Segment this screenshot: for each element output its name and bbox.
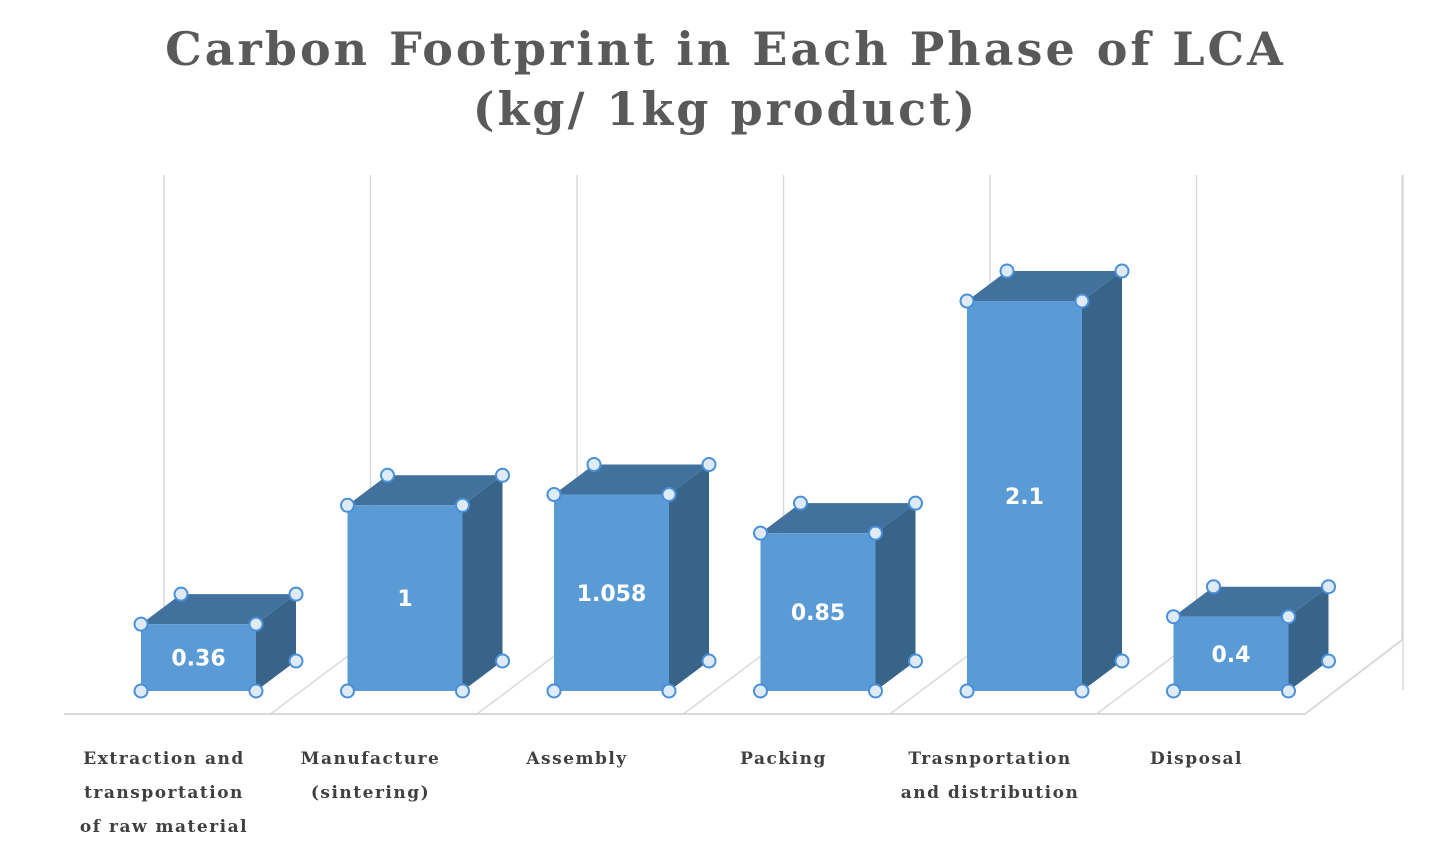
selection-handle [133, 683, 149, 699]
bar [141, 624, 256, 691]
selection-handle [248, 683, 264, 699]
bar [967, 301, 1082, 691]
selection-handle [1166, 609, 1181, 625]
selection-handle [868, 525, 883, 541]
selection-handle [288, 653, 304, 669]
data-label: 1 [397, 587, 412, 612]
selection-handle [1281, 683, 1296, 699]
selection-handle [908, 653, 923, 669]
selection-handle [753, 525, 768, 541]
bar-top [141, 594, 296, 625]
selection-handle [546, 487, 562, 503]
selection-handle [248, 616, 264, 632]
selection-handle [1114, 263, 1130, 279]
selection-handle [288, 586, 304, 602]
bar [1173, 616, 1289, 691]
bar [554, 494, 669, 691]
category-label: Manufacture [301, 749, 441, 769]
bar-side [1288, 586, 1329, 691]
selection-handle [999, 263, 1015, 279]
category-label: (sintering) [311, 783, 430, 803]
data-label: 0.85 [791, 601, 845, 626]
selection-handle [340, 683, 355, 699]
selection-handle [959, 683, 975, 699]
data-label: 1.058 [577, 582, 647, 607]
selection-handle [959, 293, 975, 309]
category-label: of raw material [80, 817, 248, 837]
selection-handle [701, 653, 717, 669]
selection-handle [661, 683, 677, 699]
data-label: 2.1 [1005, 485, 1044, 510]
selection-handle [868, 683, 883, 699]
chart-title-line-1: Carbon Footprint in Each Phase of LCA [165, 22, 1286, 76]
bar-side [875, 503, 916, 691]
selection-handle [455, 683, 470, 699]
data-label: 0.36 [171, 647, 225, 672]
selection-handle [701, 457, 717, 473]
selection-handle [340, 497, 355, 513]
bar-side [462, 475, 503, 691]
selection-handle [495, 653, 510, 669]
selection-handle [586, 457, 602, 473]
selection-handle [133, 616, 149, 632]
selection-handle [173, 586, 189, 602]
chart-title-line-2: (kg/ 1kg product) [472, 82, 979, 136]
category-label: Packing [740, 749, 827, 769]
category-label: transportation [84, 783, 244, 803]
selection-handle [1114, 653, 1130, 669]
selection-handle [1321, 579, 1336, 595]
category-label: Trasnportation [908, 749, 1071, 769]
selection-handle [1074, 683, 1090, 699]
selection-handle [661, 487, 677, 503]
bar-top [760, 503, 916, 534]
bar-top [1173, 586, 1329, 617]
selection-handle [1321, 653, 1336, 669]
category-label: and distribution [901, 783, 1080, 803]
category-label: Assembly [525, 749, 627, 769]
selection-handle [1206, 579, 1221, 595]
selection-handle [455, 497, 470, 513]
selection-handle [753, 683, 768, 699]
category-label: Disposal [1150, 749, 1243, 769]
selection-handle [1166, 683, 1181, 699]
bar-top [347, 475, 503, 506]
selection-handle [908, 495, 923, 511]
bar-side [669, 464, 709, 691]
data-label: 0.4 [1212, 643, 1251, 668]
bar [760, 533, 876, 691]
bar [347, 505, 463, 691]
bar-side [256, 594, 296, 691]
selection-handle [1281, 609, 1296, 625]
selection-handle [1074, 293, 1090, 309]
bar-top [554, 464, 709, 495]
selection-handle [380, 467, 395, 483]
bar-side [1082, 271, 1122, 691]
selection-handle [793, 495, 808, 511]
category-label: Extraction and [83, 749, 244, 769]
selection-handle [495, 467, 510, 483]
bar-top [967, 271, 1122, 302]
selection-handle [546, 683, 562, 699]
